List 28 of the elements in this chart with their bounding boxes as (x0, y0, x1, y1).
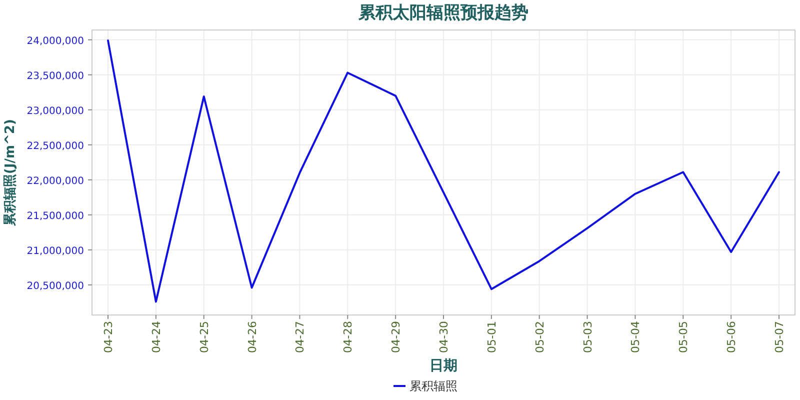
x-tick-label: 04-30 (438, 321, 450, 353)
x-tick-label: 04-26 (246, 321, 259, 353)
y-tick-label: 24,000,000 (26, 36, 84, 47)
x-tick-label: 04-25 (198, 321, 211, 353)
x-tick-label: 05-07 (773, 321, 786, 353)
y-tick-label: 23,500,000 (26, 70, 84, 82)
x-tick-label: 04-28 (342, 321, 355, 353)
line-series (107, 40, 780, 303)
y-tick-label: 22,500,000 (26, 140, 84, 152)
y-tick-label: 22,000,000 (26, 176, 84, 187)
x-tick-label: 05-06 (725, 321, 738, 353)
x-tick-label: 04-24 (150, 321, 163, 353)
legend-label: 累积辐照 (410, 379, 458, 393)
y-tick-label: 20,500,000 (26, 280, 84, 292)
x-tick-label: 04-23 (102, 321, 115, 353)
x-tick-label: 04-27 (294, 321, 307, 353)
y-tick-label: 21,000,000 (26, 246, 84, 257)
x-axis-title: 日期 (430, 358, 458, 374)
y-tick-label: 23,000,000 (26, 106, 84, 117)
x-tick-label: 05-02 (533, 321, 546, 353)
chart-title: 累积太阳辐照预报趋势 (358, 3, 528, 23)
x-tick-label: 05-04 (629, 321, 642, 353)
x-tick-label: 05-03 (581, 321, 594, 353)
x-tick-label: 05-01 (485, 321, 498, 353)
x-tick-label: 04-29 (390, 321, 403, 353)
y-tick-label: 21,500,000 (26, 210, 84, 222)
x-tick-label: 05-05 (677, 321, 690, 353)
y-axis-title: 累积辐照(J/m^2) (3, 119, 18, 227)
